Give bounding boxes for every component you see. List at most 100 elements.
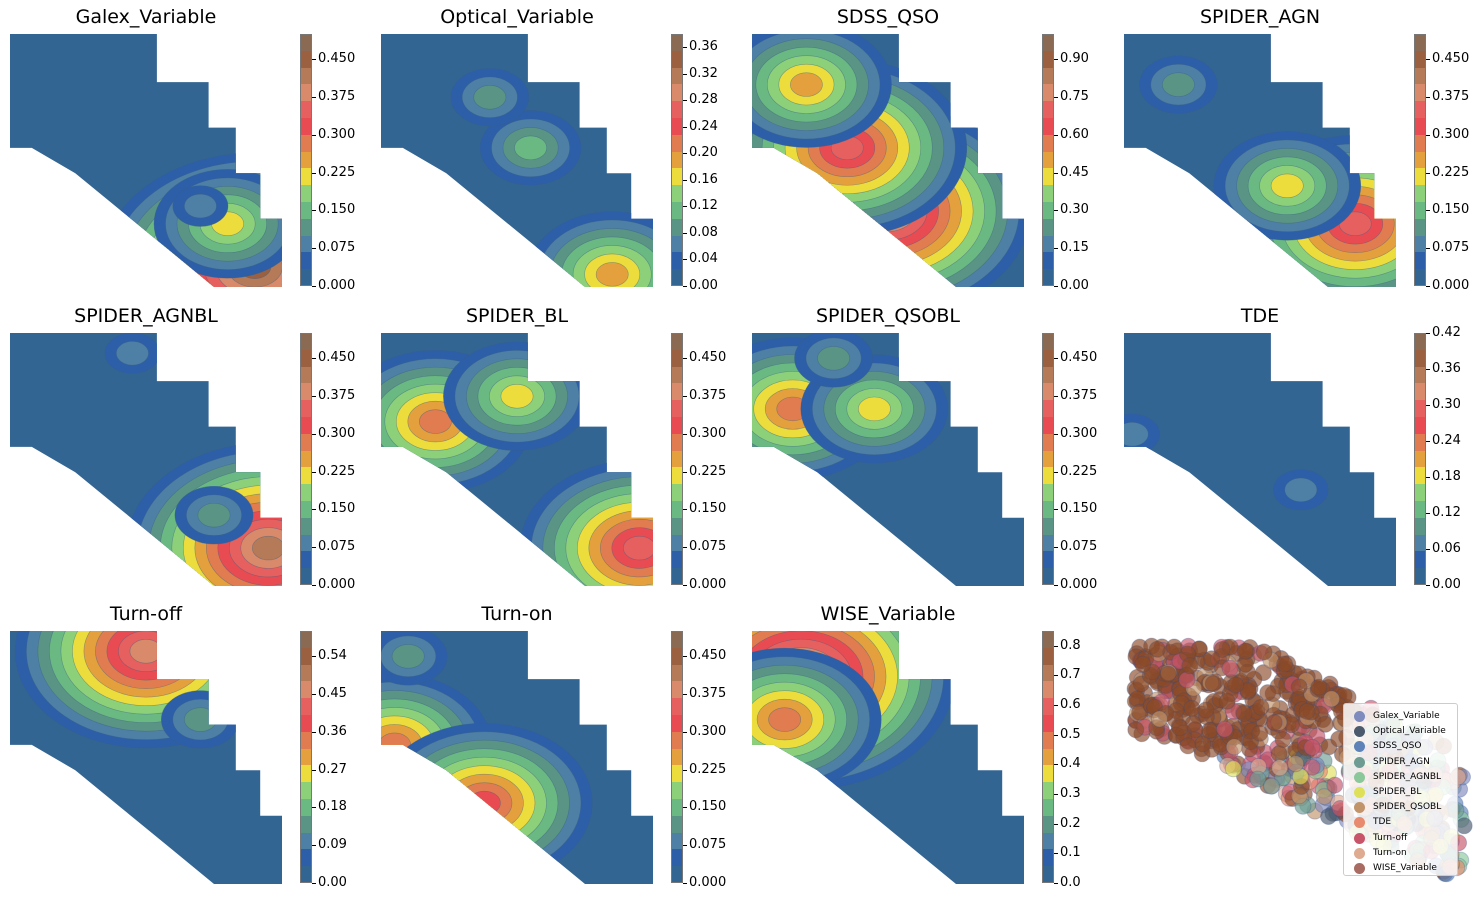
contour-map	[10, 333, 282, 586]
colorbar-segment	[1042, 500, 1054, 518]
legend-label: Galex_Variable	[1373, 711, 1440, 721]
colorbar-segment	[300, 731, 312, 749]
legend-label: Turn-off	[1373, 832, 1408, 843]
colorbar-segment	[1414, 349, 1426, 367]
contour-level	[251, 535, 282, 561]
contour-level	[129, 639, 163, 664]
colorbar-segment	[1414, 466, 1426, 485]
scatter-point	[1287, 755, 1305, 773]
colorbar: 0.0 0.1 0.2 0.3 0.4 0.5 0.6 0.7 0.8	[1042, 630, 1081, 890]
legend-marker	[1354, 863, 1365, 874]
colorbar-segment	[1414, 117, 1426, 135]
scatter-point	[1127, 721, 1145, 739]
colorbar-segment	[1042, 382, 1054, 401]
colorbar-tick-label: 0.7	[1060, 667, 1081, 683]
colorbar-tick-label: 0.24	[1432, 433, 1461, 448]
scatter-point	[1262, 777, 1280, 795]
scatter-point	[1271, 759, 1289, 777]
colorbar-tick-label: 0.30	[1060, 202, 1089, 218]
colorbar-segment	[1042, 151, 1054, 169]
colorbar-segment	[671, 117, 683, 135]
colorbar-segment	[1042, 865, 1054, 883]
contour-panel-6: SPIDER_BL 0.000 0.075 0.150 0.225 0.300 0.375 0…	[381, 305, 731, 595]
colorbar-segment	[1042, 83, 1054, 102]
colorbar-segment	[1414, 416, 1426, 434]
colorbar-segment	[671, 134, 683, 152]
colorbar-segment	[671, 500, 683, 518]
colorbar-segment	[1414, 366, 1426, 384]
contour-level	[183, 707, 217, 732]
legend-label: SPIDER_AGN	[1373, 756, 1430, 767]
colorbar-segment	[1414, 83, 1426, 102]
panel-title: Turn-off	[109, 603, 183, 625]
contour-level	[456, 782, 513, 824]
legend-item: Turn-off	[1350, 831, 1458, 846]
scatter-point	[1236, 642, 1254, 660]
colorbar-segment	[300, 517, 312, 535]
colorbar-tick-label: 0.36	[1432, 361, 1461, 376]
colorbar-segment	[1042, 832, 1054, 850]
colorbar-segment	[300, 500, 312, 518]
contour-level	[1124, 421, 1149, 447]
colorbar-tick-label: 0.6	[1060, 697, 1081, 713]
contour-map	[381, 333, 653, 586]
colorbar-segment	[671, 416, 683, 434]
colorbar-segment	[671, 50, 683, 68]
scatter-point	[1252, 698, 1270, 716]
contour-map	[381, 34, 653, 287]
colorbar-tick-label: 0.60	[1060, 126, 1089, 142]
colorbar-segment	[1042, 416, 1054, 434]
contour-panel-11: WISE_Variable 0.0 0.1 0.2 0.3 0.4 0.5 0.6 0.7 0.8	[752, 603, 1102, 893]
colorbar-tick-label: 0.000	[318, 278, 356, 293]
colorbar-tick-label: 0.450	[1060, 350, 1098, 366]
colorbar-segment	[1414, 567, 1426, 585]
colorbar-segment	[1414, 382, 1426, 401]
colorbar-segment	[300, 201, 312, 219]
scatter-point	[1316, 715, 1334, 733]
contour-level	[1270, 173, 1304, 199]
colorbar-segment	[1414, 184, 1426, 202]
legend-marker	[1354, 832, 1365, 844]
colorbar-tick-label: 0.225	[689, 463, 727, 479]
panel-title: Galex_Variable	[75, 6, 217, 28]
colorbar-segment	[671, 764, 683, 783]
colorbar-segment	[671, 630, 683, 648]
colorbar-tick-label: 0.300	[689, 723, 727, 739]
colorbar-tick-label: 0.4	[1060, 756, 1081, 772]
colorbar-segment	[1414, 450, 1426, 468]
colorbar-segment	[1042, 235, 1054, 253]
colorbar-tick-label: 0.150	[689, 501, 727, 517]
contour-level	[817, 346, 851, 371]
colorbar: 0.000 0.075 0.150 0.225 0.300 0.375 0.450	[1042, 332, 1097, 592]
colorbar-segment	[1042, 134, 1054, 152]
contour-level	[622, 535, 653, 561]
colorbar-segment	[300, 50, 312, 68]
contour-map	[10, 631, 282, 884]
colorbar-tick-label: 0.1	[1060, 845, 1081, 861]
colorbar-tick-label: 0.45	[1060, 164, 1089, 180]
legend-item: Galex_Variable	[1350, 709, 1458, 724]
scatter-point	[1255, 643, 1273, 661]
colorbar-segment	[671, 450, 683, 468]
legend-marker	[1354, 741, 1365, 753]
colorbar-segment	[671, 748, 683, 766]
scatter-point	[1216, 720, 1234, 738]
colorbar: 0.000 0.075 0.150 0.225 0.300 0.375 0.450	[300, 33, 355, 293]
colorbar-segment	[671, 151, 683, 169]
panel-title: SDSS_QSO	[836, 6, 940, 28]
colorbar-segment	[1042, 366, 1054, 384]
legend-label: SPIDER_BL	[1373, 787, 1422, 797]
contour-map	[10, 34, 282, 287]
colorbar-segment	[1414, 218, 1426, 236]
colorbar-segment	[1414, 534, 1426, 552]
colorbar-segment	[300, 450, 312, 468]
colorbar-segment	[300, 134, 312, 152]
colorbar-segment	[300, 781, 312, 799]
colorbar-segment	[671, 781, 683, 799]
colorbar-tick-label: 0.3	[1060, 786, 1081, 802]
scatter-point	[1227, 676, 1245, 694]
colorbar-tick-label: 0.09	[318, 837, 347, 853]
colorbar-tick-label: 0.000	[1432, 278, 1470, 293]
contour-panel-7: SPIDER_QSOBL 0.000 0.075 0.150 0.225 0.300 0.3…	[752, 305, 1102, 595]
colorbar-segment	[1414, 332, 1426, 350]
